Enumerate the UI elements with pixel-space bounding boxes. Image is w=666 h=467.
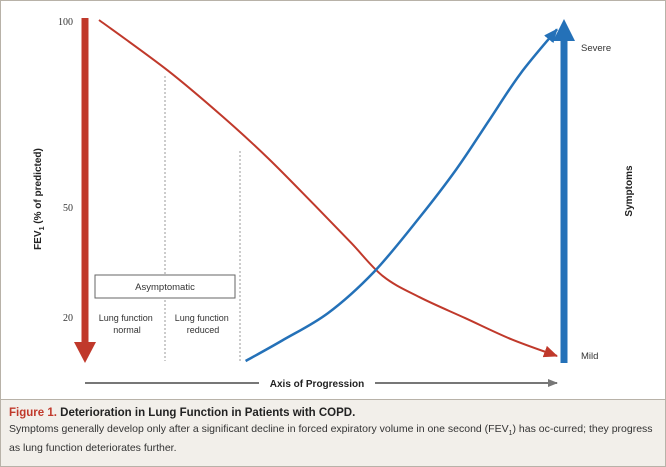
asymptomatic-label: Asymptomatic [135, 282, 195, 293]
y2-tick-mild: Mild [581, 351, 598, 362]
figure-label: Figure 1. [9, 407, 57, 419]
figure-caption: Figure 1. Deterioration in Lung Function… [9, 407, 659, 455]
caption-body: Symptoms generally develop only after a … [9, 422, 659, 455]
y2-tick-severe: Severe [581, 43, 611, 54]
x-axis-label: Axis of Progression [270, 379, 364, 390]
lung-function-normal-label: Lung function normal [99, 313, 156, 335]
y2-axis-label: Symptoms [624, 165, 635, 217]
y-tick-100: 100 [58, 17, 73, 28]
y-tick-20: 20 [63, 313, 73, 324]
reduced-label-line2: reduced [187, 325, 220, 335]
symptoms-series-line [244, 28, 558, 363]
chart-area: 100 50 20 Severe Mild FEV1 (% of predict… [1, 1, 665, 400]
asymptomatic-box [94, 274, 236, 299]
normal-label-line2: normal [113, 325, 141, 335]
y-axis-label: FEV1 (% of predicted) [33, 148, 46, 250]
caption-body-after: ) has oc-curred; they progress as lung f… [9, 423, 653, 455]
caption-body-before: Symptoms generally develop only after a … [9, 423, 509, 435]
lung-function-reduced-label: Lung function reduced [175, 313, 232, 335]
symptoms-axis-arrowhead [553, 19, 575, 41]
caption-title: Figure 1. Deterioration in Lung Function… [9, 407, 659, 419]
caption-title-text: Deterioration in Lung Function in Patien… [56, 407, 356, 419]
y-tick-50: 50 [63, 203, 73, 214]
caption-body-sub: 1 [508, 430, 513, 438]
fev1-axis-arrowhead [74, 342, 96, 363]
reduced-label-line1: Lung function [175, 313, 229, 323]
fev1-series-line [98, 19, 558, 358]
y-axis-label-rest: (% of predicted) [33, 148, 44, 226]
normal-label-line1: Lung function [99, 313, 153, 323]
copd-chart: 100 50 20 Severe Mild FEV1 (% of predict… [33, 17, 635, 390]
y-axis-label-sub: 1 [39, 226, 46, 230]
y-axis-label-main: FEV [33, 230, 44, 250]
